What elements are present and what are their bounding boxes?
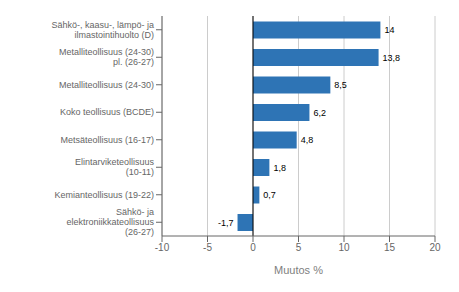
svg-text:Sähkö-, kaasu-, lämpö- jailmas: Sähkö-, kaasu-, lämpö- jailmastointihuol…	[51, 20, 154, 40]
svg-text:10: 10	[338, 242, 350, 253]
svg-text:15: 15	[384, 242, 396, 253]
svg-text:Metsäteollisuus (16-17): Metsäteollisuus (16-17)	[60, 135, 154, 145]
svg-text:Metalliteollisuus (24-30)pl. (: Metalliteollisuus (24-30)pl. (26-27)	[59, 47, 154, 67]
svg-text:20: 20	[429, 242, 441, 253]
svg-text:Elintarviketeollisuus(10-11): Elintarviketeollisuus(10-11)	[75, 157, 155, 177]
svg-text:Kemianteollisuus (19-22): Kemianteollisuus (19-22)	[54, 190, 154, 200]
svg-text:13,8: 13,8	[383, 53, 401, 63]
svg-text:6,2: 6,2	[313, 108, 326, 118]
svg-text:Metalliteollisuus (24-30): Metalliteollisuus (24-30)	[59, 80, 154, 90]
svg-text:Koko teollisuus (BCDE): Koko teollisuus (BCDE)	[60, 107, 154, 117]
svg-text:5: 5	[296, 242, 302, 253]
svg-text:-5: -5	[203, 242, 212, 253]
svg-text:Muutos %: Muutos %	[274, 264, 323, 276]
svg-text:0,7: 0,7	[263, 190, 276, 200]
svg-text:1,8: 1,8	[273, 163, 286, 173]
svg-text:Sähkö- jaelektroniikkateollisu: Sähkö- jaelektroniikkateollisuus(26-27)	[66, 207, 154, 237]
svg-text:4,8: 4,8	[301, 135, 314, 145]
svg-text:14: 14	[384, 25, 394, 35]
svg-text:-10: -10	[155, 242, 170, 253]
svg-text:0: 0	[250, 242, 256, 253]
svg-text:-1,7: -1,7	[218, 218, 234, 228]
svg-text:8,5: 8,5	[334, 80, 347, 90]
